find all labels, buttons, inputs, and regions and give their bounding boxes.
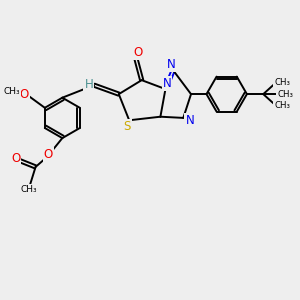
Text: N: N <box>163 76 171 90</box>
Text: CH₃: CH₃ <box>20 185 37 194</box>
Text: O: O <box>11 152 20 164</box>
Text: CH₃: CH₃ <box>3 87 20 96</box>
Text: S: S <box>123 120 130 133</box>
Text: N: N <box>167 58 176 71</box>
Text: H: H <box>84 77 93 91</box>
Text: N: N <box>185 114 194 127</box>
Text: O: O <box>134 46 143 59</box>
Text: CH₃: CH₃ <box>274 78 290 87</box>
Text: CH₃: CH₃ <box>278 90 293 99</box>
Text: CH₃: CH₃ <box>274 101 290 110</box>
Text: O: O <box>44 148 53 161</box>
Text: O: O <box>20 88 28 101</box>
